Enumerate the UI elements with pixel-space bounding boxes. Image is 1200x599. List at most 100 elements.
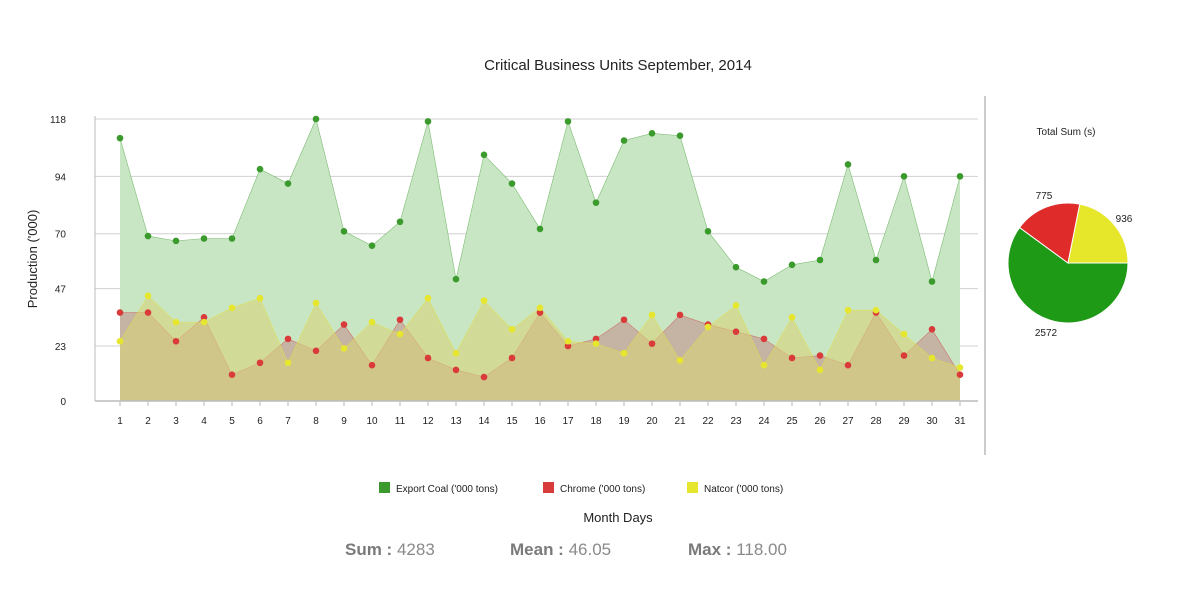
data-point[interactable] (648, 311, 656, 319)
data-point[interactable] (284, 180, 292, 187)
data-point[interactable] (144, 309, 152, 316)
data-point[interactable] (676, 357, 684, 364)
data-point[interactable] (956, 173, 964, 180)
data-point[interactable] (900, 173, 908, 180)
data-point[interactable] (928, 354, 936, 362)
data-point[interactable] (284, 335, 292, 343)
data-point[interactable] (452, 275, 460, 283)
data-point[interactable] (256, 294, 264, 302)
data-point[interactable] (956, 364, 964, 371)
data-point[interactable] (928, 278, 936, 285)
data-point[interactable] (872, 256, 880, 264)
data-point[interactable] (312, 299, 320, 307)
data-point[interactable] (788, 261, 796, 269)
data-point[interactable] (144, 292, 152, 300)
data-point[interactable] (648, 340, 656, 347)
data-point[interactable] (424, 118, 432, 125)
data-point[interactable] (452, 349, 460, 357)
data-point[interactable] (620, 349, 628, 357)
data-point[interactable] (592, 335, 600, 343)
data-point[interactable] (424, 354, 432, 362)
data-point[interactable] (508, 326, 516, 333)
data-point[interactable] (480, 151, 488, 159)
data-point[interactable] (172, 237, 180, 245)
data-point[interactable] (424, 294, 432, 302)
data-point[interactable] (592, 199, 600, 206)
data-point[interactable] (928, 326, 936, 333)
data-point[interactable] (452, 366, 460, 374)
data-point[interactable] (312, 347, 320, 355)
legend-label[interactable]: Export Coal ('000 tons) (396, 484, 498, 495)
data-point[interactable] (564, 118, 572, 125)
data-point[interactable] (368, 361, 376, 369)
data-point[interactable] (116, 337, 124, 345)
data-point[interactable] (480, 373, 488, 381)
data-point[interactable] (200, 314, 208, 321)
data-point[interactable] (508, 180, 516, 187)
data-point[interactable] (844, 361, 852, 369)
data-point[interactable] (536, 304, 544, 312)
data-point[interactable] (704, 228, 712, 235)
data-point[interactable] (172, 318, 180, 326)
data-point[interactable] (508, 354, 516, 362)
data-point[interactable] (284, 359, 292, 367)
data-point[interactable] (788, 314, 796, 321)
data-point[interactable] (228, 235, 236, 242)
legend-swatch[interactable] (543, 482, 554, 493)
data-point[interactable] (312, 115, 320, 123)
data-point[interactable] (116, 309, 124, 316)
data-point[interactable] (340, 345, 348, 352)
data-point[interactable] (900, 352, 908, 359)
data-point[interactable] (396, 218, 404, 226)
pie-slice[interactable] (1018, 202, 1081, 264)
data-point[interactable] (480, 297, 488, 304)
data-point[interactable] (340, 228, 348, 235)
data-point[interactable] (228, 371, 236, 379)
data-point[interactable] (200, 235, 208, 242)
data-point[interactable] (592, 340, 600, 347)
data-point[interactable] (732, 328, 740, 335)
data-point[interactable] (200, 318, 208, 326)
data-point[interactable] (396, 330, 404, 338)
data-point[interactable] (788, 354, 796, 362)
data-point[interactable] (256, 165, 264, 173)
data-point[interactable] (256, 359, 264, 367)
data-point[interactable] (872, 306, 880, 314)
data-point[interactable] (620, 316, 628, 324)
legend-swatch[interactable] (379, 482, 390, 493)
pie-slice[interactable] (1067, 203, 1129, 264)
data-point[interactable] (816, 256, 824, 264)
legend-label[interactable]: Natcor ('000 tons) (704, 484, 783, 495)
data-point[interactable] (844, 306, 852, 314)
data-point[interactable] (816, 352, 824, 359)
pie-slice[interactable] (1007, 226, 1129, 324)
data-point[interactable] (760, 335, 768, 343)
data-point[interactable] (536, 225, 544, 233)
data-point[interactable] (676, 132, 684, 140)
data-point[interactable] (704, 323, 712, 331)
data-point[interactable] (760, 278, 768, 285)
data-point[interactable] (760, 361, 768, 369)
data-point[interactable] (340, 321, 348, 328)
data-point[interactable] (368, 242, 376, 249)
data-point[interactable] (620, 137, 628, 144)
data-point[interactable] (732, 302, 740, 309)
data-point[interactable] (536, 309, 544, 316)
data-point[interactable] (956, 371, 964, 379)
data-point[interactable] (900, 330, 908, 338)
data-point[interactable] (368, 318, 376, 326)
data-point[interactable] (564, 342, 572, 350)
data-point[interactable] (844, 161, 852, 168)
legend-swatch[interactable] (687, 482, 698, 493)
data-point[interactable] (116, 134, 124, 142)
data-point[interactable] (228, 304, 236, 312)
data-point[interactable] (396, 316, 404, 324)
data-point[interactable] (144, 232, 152, 240)
legend[interactable]: Export Coal ('000 tons) Chrome ('000 tons… (379, 482, 783, 495)
data-point[interactable] (648, 130, 656, 137)
data-point[interactable] (564, 337, 572, 345)
data-point[interactable] (172, 337, 180, 345)
legend-label[interactable]: Chrome ('000 tons) (560, 484, 645, 495)
data-point[interactable] (732, 263, 740, 271)
data-point[interactable] (816, 366, 824, 374)
